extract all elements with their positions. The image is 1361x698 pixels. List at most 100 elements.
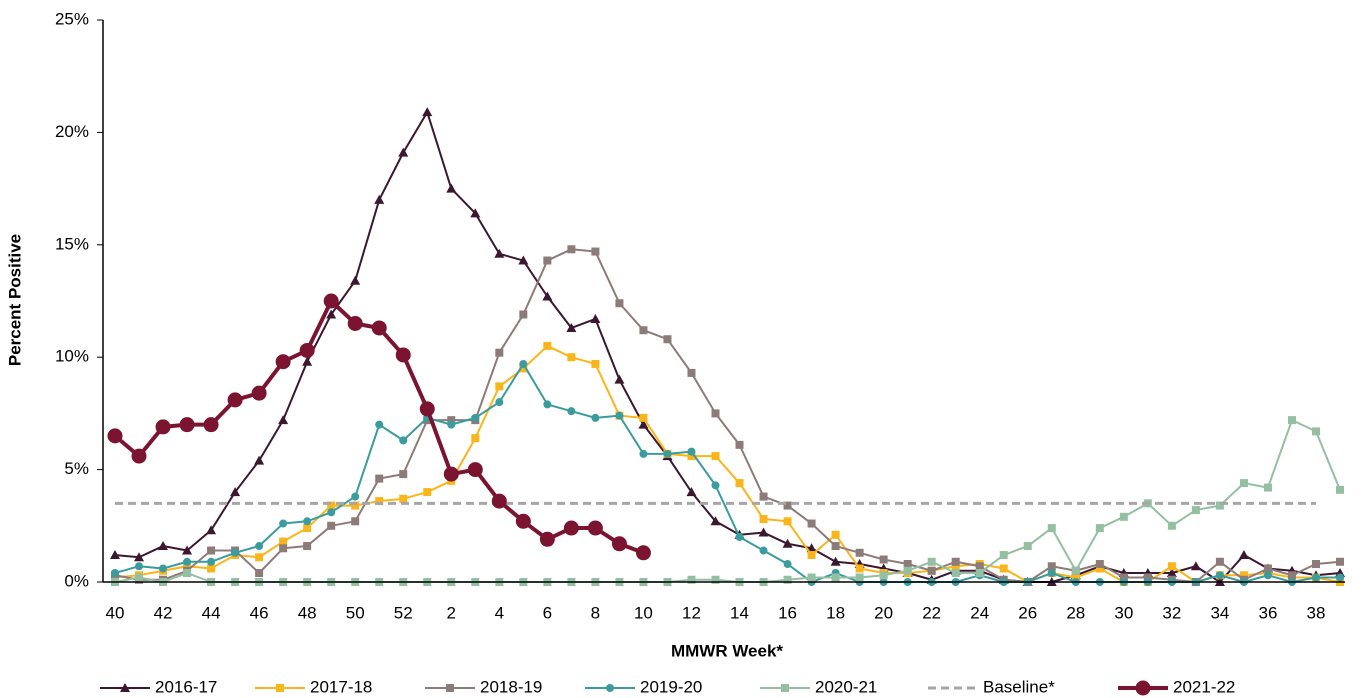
marker <box>975 562 984 571</box>
marker <box>326 309 337 319</box>
marker <box>639 449 648 458</box>
marker <box>470 208 481 218</box>
x-tick-label: 22 <box>922 603 941 622</box>
x-tick-label: 28 <box>1066 603 1085 622</box>
marker <box>687 575 696 584</box>
marker <box>1263 571 1272 580</box>
marker <box>711 575 720 584</box>
marker <box>855 548 864 557</box>
legend-marker <box>276 684 284 692</box>
marker <box>663 449 672 458</box>
series-line <box>114 419 1341 583</box>
marker <box>495 382 504 391</box>
marker <box>567 353 576 362</box>
marker <box>1190 561 1201 571</box>
marker <box>255 569 264 578</box>
marker <box>467 462 483 478</box>
x-tick-label: 34 <box>1210 603 1229 622</box>
marker <box>179 417 195 433</box>
marker <box>663 335 672 344</box>
marker <box>927 566 936 575</box>
x-tick-label: 4 <box>495 603 504 622</box>
y-tick-label: 25% <box>55 9 89 28</box>
marker <box>422 107 433 117</box>
marker <box>831 530 840 539</box>
marker <box>1239 479 1248 488</box>
marker <box>1191 506 1200 515</box>
x-tick-label: 2 <box>447 603 456 622</box>
marker <box>111 569 119 578</box>
marker <box>206 525 217 535</box>
legend-label: 2021-22 <box>1173 677 1235 696</box>
marker <box>1238 550 1249 560</box>
marker <box>303 524 312 533</box>
marker <box>639 326 648 335</box>
marker <box>591 247 600 256</box>
marker <box>1167 521 1176 530</box>
marker <box>251 385 267 401</box>
legend-label: 2019-20 <box>640 677 702 696</box>
marker <box>1263 564 1272 573</box>
marker <box>327 521 336 530</box>
marker <box>687 368 696 377</box>
marker <box>1239 571 1248 580</box>
marker <box>419 401 435 417</box>
marker <box>471 434 480 443</box>
marker <box>183 557 192 566</box>
y-tick-label: 10% <box>55 347 89 366</box>
marker <box>159 564 168 573</box>
marker <box>351 492 360 501</box>
marker <box>302 356 313 366</box>
marker <box>807 551 816 560</box>
marker <box>494 248 505 258</box>
marker <box>710 516 721 526</box>
marker <box>327 508 336 517</box>
x-tick-label: 52 <box>394 603 413 622</box>
x-tick-label: 42 <box>154 603 173 622</box>
marker <box>831 542 840 551</box>
y-tick-label: 0% <box>64 571 89 590</box>
marker <box>711 409 720 418</box>
marker <box>783 575 792 584</box>
marker <box>423 488 432 497</box>
marker <box>207 546 216 555</box>
marker <box>279 519 288 528</box>
marker <box>999 551 1008 560</box>
marker <box>255 542 264 551</box>
marker <box>614 374 625 384</box>
marker <box>207 564 216 573</box>
marker <box>783 501 792 510</box>
marker <box>758 527 769 537</box>
marker <box>1336 573 1345 582</box>
y-tick-label: 20% <box>55 122 89 141</box>
marker <box>686 487 697 497</box>
legend-item: 2016-17 <box>100 677 217 696</box>
legend-item: 2019-20 <box>585 677 702 696</box>
marker <box>587 520 603 536</box>
x-tick-label: 38 <box>1307 603 1326 622</box>
x-tick-label: 10 <box>634 603 653 622</box>
series-line <box>114 111 1341 583</box>
marker <box>1071 573 1080 582</box>
marker <box>107 428 123 444</box>
legend-marker <box>781 684 789 692</box>
marker <box>519 364 528 373</box>
marker <box>831 573 840 582</box>
marker <box>711 481 720 490</box>
marker <box>735 479 744 488</box>
marker <box>374 194 385 204</box>
marker <box>903 560 912 569</box>
marker <box>539 531 555 547</box>
marker <box>1312 560 1320 569</box>
marker <box>543 400 552 409</box>
marker <box>350 275 361 285</box>
y-tick-label: 5% <box>64 459 89 478</box>
legend-label: Baseline* <box>983 677 1055 696</box>
marker <box>1047 569 1056 578</box>
marker <box>155 419 171 435</box>
legend-marker <box>606 684 614 692</box>
marker <box>207 557 216 566</box>
x-tick-label: 50 <box>346 603 365 622</box>
marker <box>351 517 360 526</box>
legend-item: 2018-19 <box>425 677 542 696</box>
